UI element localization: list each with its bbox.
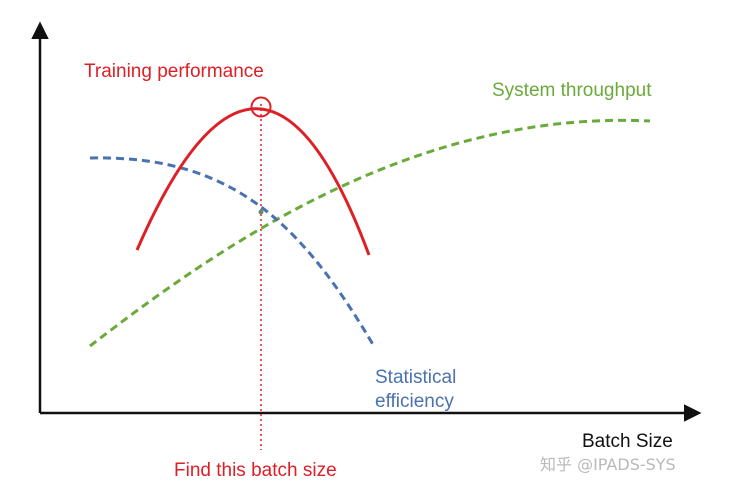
watermark: 知乎 @IPADS-SYS <box>540 455 676 474</box>
intersection-dot <box>258 209 264 215</box>
marker-caption: Find this batch size <box>174 460 337 481</box>
system-throughput-curve <box>89 118 651 348</box>
statistical-efficiency-label-line2: efficiency <box>375 391 454 412</box>
system-throughput-label: System throughput <box>492 80 652 101</box>
training-performance-label: Training performance <box>84 61 264 82</box>
peak-marker-circle <box>250 96 272 118</box>
statistical-efficiency-label-line1: Statistical <box>375 367 456 388</box>
x-axis-label: Batch Size <box>582 431 673 452</box>
training-performance-curve <box>135 107 371 256</box>
statistical-efficiency-curve <box>89 156 377 349</box>
